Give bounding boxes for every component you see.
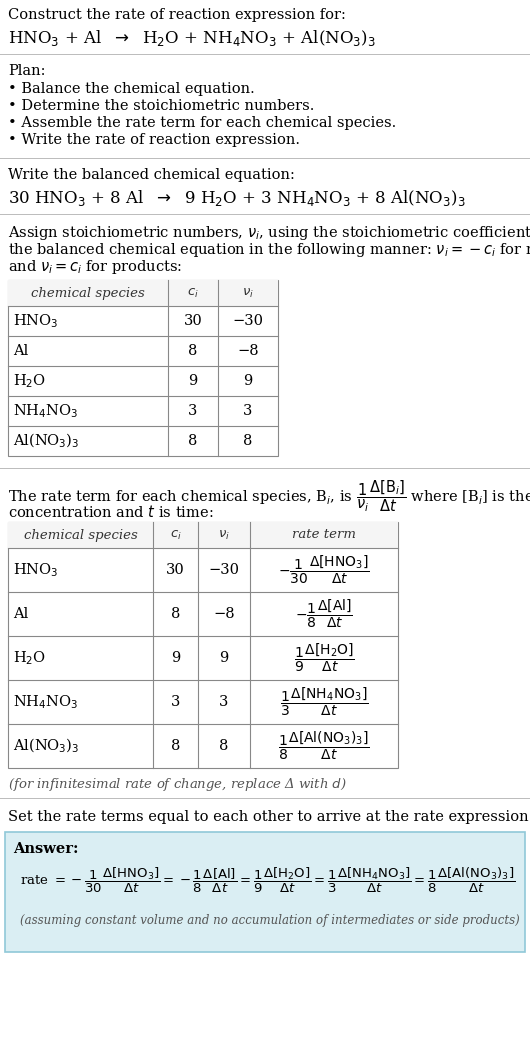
Text: 8: 8 — [243, 434, 253, 448]
Text: 9: 9 — [188, 374, 198, 388]
Text: $\dfrac{1}{9}\dfrac{\Delta[\mathrm{H_2O}]}{\Delta t}$: $\dfrac{1}{9}\dfrac{\Delta[\mathrm{H_2O}… — [294, 642, 355, 675]
Text: −8: −8 — [213, 607, 235, 621]
Text: 8: 8 — [171, 740, 180, 753]
Bar — [8, 280, 278, 456]
Text: Write the balanced chemical equation:: Write the balanced chemical equation: — [8, 168, 295, 182]
Text: • Balance the chemical equation.: • Balance the chemical equation. — [8, 82, 255, 96]
Text: −30: −30 — [208, 563, 240, 577]
Text: 30: 30 — [166, 563, 185, 577]
Bar — [5, 832, 525, 952]
Text: $-\dfrac{1}{30}\dfrac{\Delta[\mathrm{HNO_3}]}{\Delta t}$: $-\dfrac{1}{30}\dfrac{\Delta[\mathrm{HNO… — [278, 553, 370, 586]
Text: • Write the rate of reaction expression.: • Write the rate of reaction expression. — [8, 133, 300, 147]
Text: (assuming constant volume and no accumulation of intermediates or side products): (assuming constant volume and no accumul… — [20, 914, 520, 927]
Text: Answer:: Answer: — [13, 842, 78, 856]
Text: Construct the rate of reaction expression for:: Construct the rate of reaction expressio… — [8, 8, 346, 22]
Text: 9: 9 — [219, 651, 228, 665]
Text: Assign stoichiometric numbers, $\nu_i$, using the stoichiometric coefficients, $: Assign stoichiometric numbers, $\nu_i$, … — [8, 224, 530, 242]
Text: chemical species: chemical species — [24, 528, 137, 542]
Bar — [8, 522, 398, 768]
Text: 30: 30 — [183, 314, 202, 328]
Text: $\nu_i$: $\nu_i$ — [242, 287, 254, 299]
Text: 3: 3 — [188, 404, 198, 418]
Bar — [8, 522, 398, 548]
Text: chemical species: chemical species — [31, 287, 145, 299]
Text: 3: 3 — [243, 404, 253, 418]
Text: 9: 9 — [171, 651, 180, 665]
Text: HNO$_3$: HNO$_3$ — [13, 561, 58, 578]
Text: 9: 9 — [243, 374, 253, 388]
Text: NH$_4$NO$_3$: NH$_4$NO$_3$ — [13, 693, 78, 711]
Text: rate term: rate term — [292, 528, 356, 542]
Text: (for infinitesimal rate of change, replace Δ with $d$): (for infinitesimal rate of change, repla… — [8, 776, 347, 793]
Text: $-\dfrac{1}{8}\dfrac{\Delta[\mathrm{Al}]}{\Delta t}$: $-\dfrac{1}{8}\dfrac{\Delta[\mathrm{Al}]… — [295, 598, 353, 630]
Text: The rate term for each chemical species, B$_i$, is $\dfrac{1}{\nu_i}\dfrac{\Delt: The rate term for each chemical species,… — [8, 478, 530, 514]
Text: −8: −8 — [237, 344, 259, 358]
Text: the balanced chemical equation in the following manner: $\nu_i = -c_i$ for react: the balanced chemical equation in the fo… — [8, 241, 530, 259]
Text: rate $= -\dfrac{1}{30}\dfrac{\Delta[\mathrm{HNO_3}]}{\Delta t}= -\dfrac{1}{8}\df: rate $= -\dfrac{1}{30}\dfrac{\Delta[\mat… — [20, 866, 515, 895]
Text: $\dfrac{1}{3}\dfrac{\Delta[\mathrm{NH_4NO_3}]}{\Delta t}$: $\dfrac{1}{3}\dfrac{\Delta[\mathrm{NH_4N… — [280, 686, 368, 719]
Text: Plan:: Plan: — [8, 64, 46, 78]
Text: concentration and $t$ is time:: concentration and $t$ is time: — [8, 504, 214, 520]
Text: 8: 8 — [219, 740, 228, 753]
Text: 8: 8 — [171, 607, 180, 621]
Text: $\nu_i$: $\nu_i$ — [218, 528, 230, 542]
Text: 8: 8 — [188, 434, 198, 448]
Text: 8: 8 — [188, 344, 198, 358]
Text: and $\nu_i = c_i$ for products:: and $\nu_i = c_i$ for products: — [8, 258, 182, 276]
Text: 30 HNO$_3$ + 8 Al  $\rightarrow$  9 H$_2$O + 3 NH$_4$NO$_3$ + 8 Al(NO$_3$)$_3$: 30 HNO$_3$ + 8 Al $\rightarrow$ 9 H$_2$O… — [8, 188, 466, 208]
Text: −30: −30 — [233, 314, 263, 328]
Text: • Assemble the rate term for each chemical species.: • Assemble the rate term for each chemic… — [8, 116, 396, 130]
Text: Al: Al — [13, 344, 28, 358]
Text: HNO$_3$ + Al  $\rightarrow$  H$_2$O + NH$_4$NO$_3$ + Al(NO$_3$)$_3$: HNO$_3$ + Al $\rightarrow$ H$_2$O + NH$_… — [8, 28, 376, 48]
Text: Al: Al — [13, 607, 28, 621]
Text: NH$_4$NO$_3$: NH$_4$NO$_3$ — [13, 402, 78, 419]
Text: 3: 3 — [171, 695, 180, 709]
Text: $\dfrac{1}{8}\dfrac{\Delta[\mathrm{Al(NO_3)_3}]}{\Delta t}$: $\dfrac{1}{8}\dfrac{\Delta[\mathrm{Al(NO… — [278, 730, 370, 763]
Text: HNO$_3$: HNO$_3$ — [13, 312, 58, 329]
Bar — [8, 280, 278, 306]
Text: H$_2$O: H$_2$O — [13, 650, 46, 667]
Text: $c_i$: $c_i$ — [170, 528, 181, 542]
Text: • Determine the stoichiometric numbers.: • Determine the stoichiometric numbers. — [8, 99, 314, 113]
Text: Set the rate terms equal to each other to arrive at the rate expression:: Set the rate terms equal to each other t… — [8, 810, 530, 824]
Text: $c_i$: $c_i$ — [187, 287, 199, 299]
Text: Al(NO$_3$)$_3$: Al(NO$_3$)$_3$ — [13, 736, 80, 755]
Text: H$_2$O: H$_2$O — [13, 372, 46, 390]
Text: 3: 3 — [219, 695, 228, 709]
Text: Al(NO$_3$)$_3$: Al(NO$_3$)$_3$ — [13, 432, 80, 450]
